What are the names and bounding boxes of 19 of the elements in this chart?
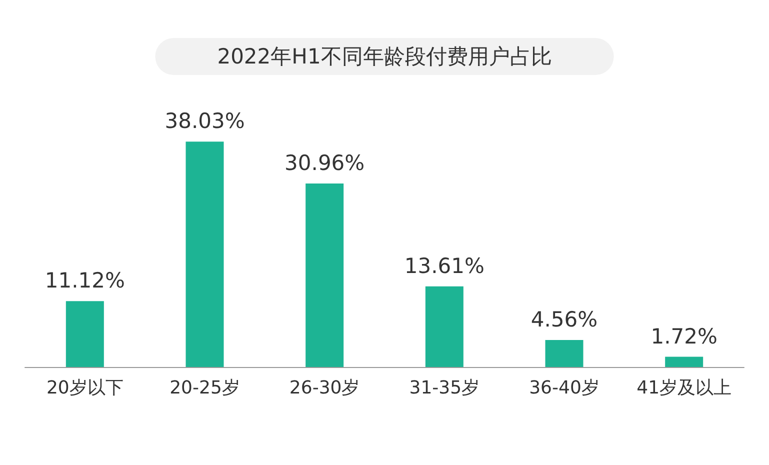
data-label: 30.96%	[284, 151, 365, 176]
data-label: 13.61%	[404, 254, 484, 278]
bar	[545, 340, 584, 367]
bar	[306, 184, 344, 367]
chart-title: 2022年H1不同年龄段付费用户占比	[217, 44, 552, 68]
data-label: 11.12%	[44, 268, 125, 293]
x-tick-label: 20岁以下	[46, 378, 124, 398]
bar	[665, 356, 704, 367]
data-label: 38.03%	[164, 109, 245, 134]
x-tick-label: 26-30岁	[289, 378, 360, 398]
data-label: 4.56%	[530, 307, 598, 332]
data-label: 1.72%	[650, 324, 718, 348]
bar	[186, 142, 224, 367]
x-tick-label: 36-40岁	[529, 378, 600, 398]
bar	[66, 301, 104, 367]
bar	[425, 286, 464, 367]
x-tick-label: 31-35岁	[409, 378, 480, 398]
x-tick-label: 41岁及以上	[636, 378, 732, 398]
x-tick-label: 20-25岁	[170, 378, 240, 398]
